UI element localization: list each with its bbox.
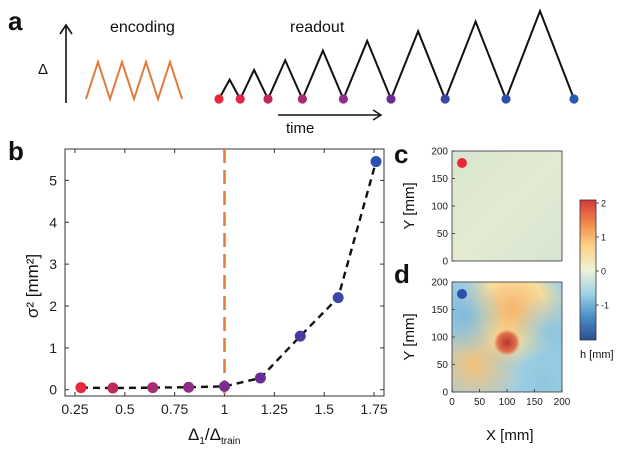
y-tick-label: 3 xyxy=(49,256,57,272)
map-x-tick-label: 50 xyxy=(474,397,486,408)
map-y-tick-label: 50 xyxy=(437,360,449,371)
readout-wave xyxy=(218,8,575,102)
x-axis-label-d: X [mm] xyxy=(486,427,534,444)
panel-d: 0 50 100 150 200 0 50 100 150 200 Y [mm] X [mm] xyxy=(401,278,571,445)
data-point xyxy=(75,382,87,394)
marker-d xyxy=(457,289,467,299)
y-axis-label-d: Y [mm] xyxy=(401,313,418,360)
colorbar-label: h [mm] xyxy=(580,349,614,361)
svg-text:Δ1/Δtrain: Δ1/Δtrain xyxy=(188,425,240,447)
axis-ticks: 0.25 0.5 0.75 1 1.25 1.5 1.75 0 1 2 3 4 5 xyxy=(49,149,388,417)
colorbar-tick-label: 2 xyxy=(601,199,606,209)
panel-b: 0.25 0.5 0.75 1 1.25 1.5 1.75 0 1 2 3 4 5 σ² [mm²] Δ… xyxy=(23,148,388,447)
data-point xyxy=(107,382,119,394)
readout-marker xyxy=(297,94,307,104)
colorbar-tick-label: 1 xyxy=(601,233,606,243)
panel-label-c: c xyxy=(394,139,408,169)
delta-axis-label: Δ xyxy=(38,61,48,78)
encoding-wave xyxy=(85,58,183,103)
data-point xyxy=(183,381,195,393)
y-tick-label: 2 xyxy=(49,298,57,314)
y-axis-label-c: Y [mm] xyxy=(401,182,418,229)
y-axis-label: σ² [mm²] xyxy=(23,254,42,318)
readout-markers xyxy=(214,94,579,104)
y-tick-label: 5 xyxy=(49,172,57,188)
map-y-tick-label: 150 xyxy=(431,305,448,316)
height-map-c xyxy=(451,150,563,262)
map-x-tick-label: 0 xyxy=(449,397,455,408)
fit-line xyxy=(80,161,378,390)
map-x-tick-label: 100 xyxy=(499,397,516,408)
time-arrowhead xyxy=(372,109,383,121)
x-tick-label: 1 xyxy=(221,401,229,417)
x-tick-label: 0.5 xyxy=(115,401,135,417)
x-tick-label: 0.25 xyxy=(61,401,88,417)
y-tick-label: 1 xyxy=(49,340,57,356)
map-x-tick-label: 150 xyxy=(526,397,543,408)
map-x-tick-label: 200 xyxy=(554,397,571,408)
delta-axis-arrowhead xyxy=(59,23,73,35)
map-y-tick-label: 200 xyxy=(431,278,448,289)
map-y-tick-label: 0 xyxy=(442,257,448,268)
colorbar-tick-label: 0 xyxy=(601,267,606,277)
map-y-tick-label: 200 xyxy=(431,147,448,158)
readout-marker xyxy=(338,94,348,104)
data-points xyxy=(75,156,382,394)
readout-marker xyxy=(235,94,245,104)
map-y-tick-label: 100 xyxy=(431,333,448,344)
data-point xyxy=(147,382,159,394)
x-tick-label: 1.25 xyxy=(261,401,288,417)
readout-marker xyxy=(386,94,396,104)
readout-label: readout xyxy=(290,19,345,36)
encoding-label: encoding xyxy=(110,19,175,36)
marker-c xyxy=(457,158,467,168)
map-y-tick-label: 150 xyxy=(431,174,448,185)
time-label: time xyxy=(286,120,314,137)
colorbar: 2 1 0 -1 h [mm] xyxy=(579,199,614,361)
data-point xyxy=(254,372,266,384)
plot-frame xyxy=(64,148,385,397)
y-tick-label: 0 xyxy=(49,382,57,398)
map-y-tick-label: 100 xyxy=(431,202,448,213)
colorbar-tick-label: -1 xyxy=(601,301,609,311)
colorbar-ticks: 2 1 0 -1 xyxy=(596,199,609,311)
readout-marker xyxy=(263,94,273,104)
y-tick-label: 4 xyxy=(49,214,57,230)
map-y-tick-label: 0 xyxy=(442,388,448,399)
readout-marker xyxy=(440,94,450,104)
panel-a: Δ encoding readout time xyxy=(38,8,579,137)
readout-marker xyxy=(569,94,579,104)
readout-marker xyxy=(501,94,511,104)
axis-ticks-c: 0 50 100 150 200 xyxy=(431,147,455,268)
map-y-tick-label: 50 xyxy=(437,229,449,240)
data-point xyxy=(294,330,306,342)
x-axis-label: Δ1/Δtrain xyxy=(188,425,240,447)
x-tick-label: 1.5 xyxy=(314,401,334,417)
panel-c: 0 50 100 150 200 Y [mm] xyxy=(401,147,563,268)
x-tick-label: 0.75 xyxy=(161,401,188,417)
readout-marker xyxy=(214,94,224,104)
data-point xyxy=(219,380,230,392)
data-point xyxy=(370,156,382,168)
axis-ticks-d: 0 50 100 150 200 0 50 100 150 200 xyxy=(431,278,570,409)
panel-label-a: a xyxy=(8,6,23,36)
panel-label-d: d xyxy=(394,259,410,289)
panel-label-b: b xyxy=(8,136,24,166)
colorbar-ramp xyxy=(579,199,597,341)
x-tick-label: 1.75 xyxy=(360,401,387,417)
data-point xyxy=(332,292,344,304)
